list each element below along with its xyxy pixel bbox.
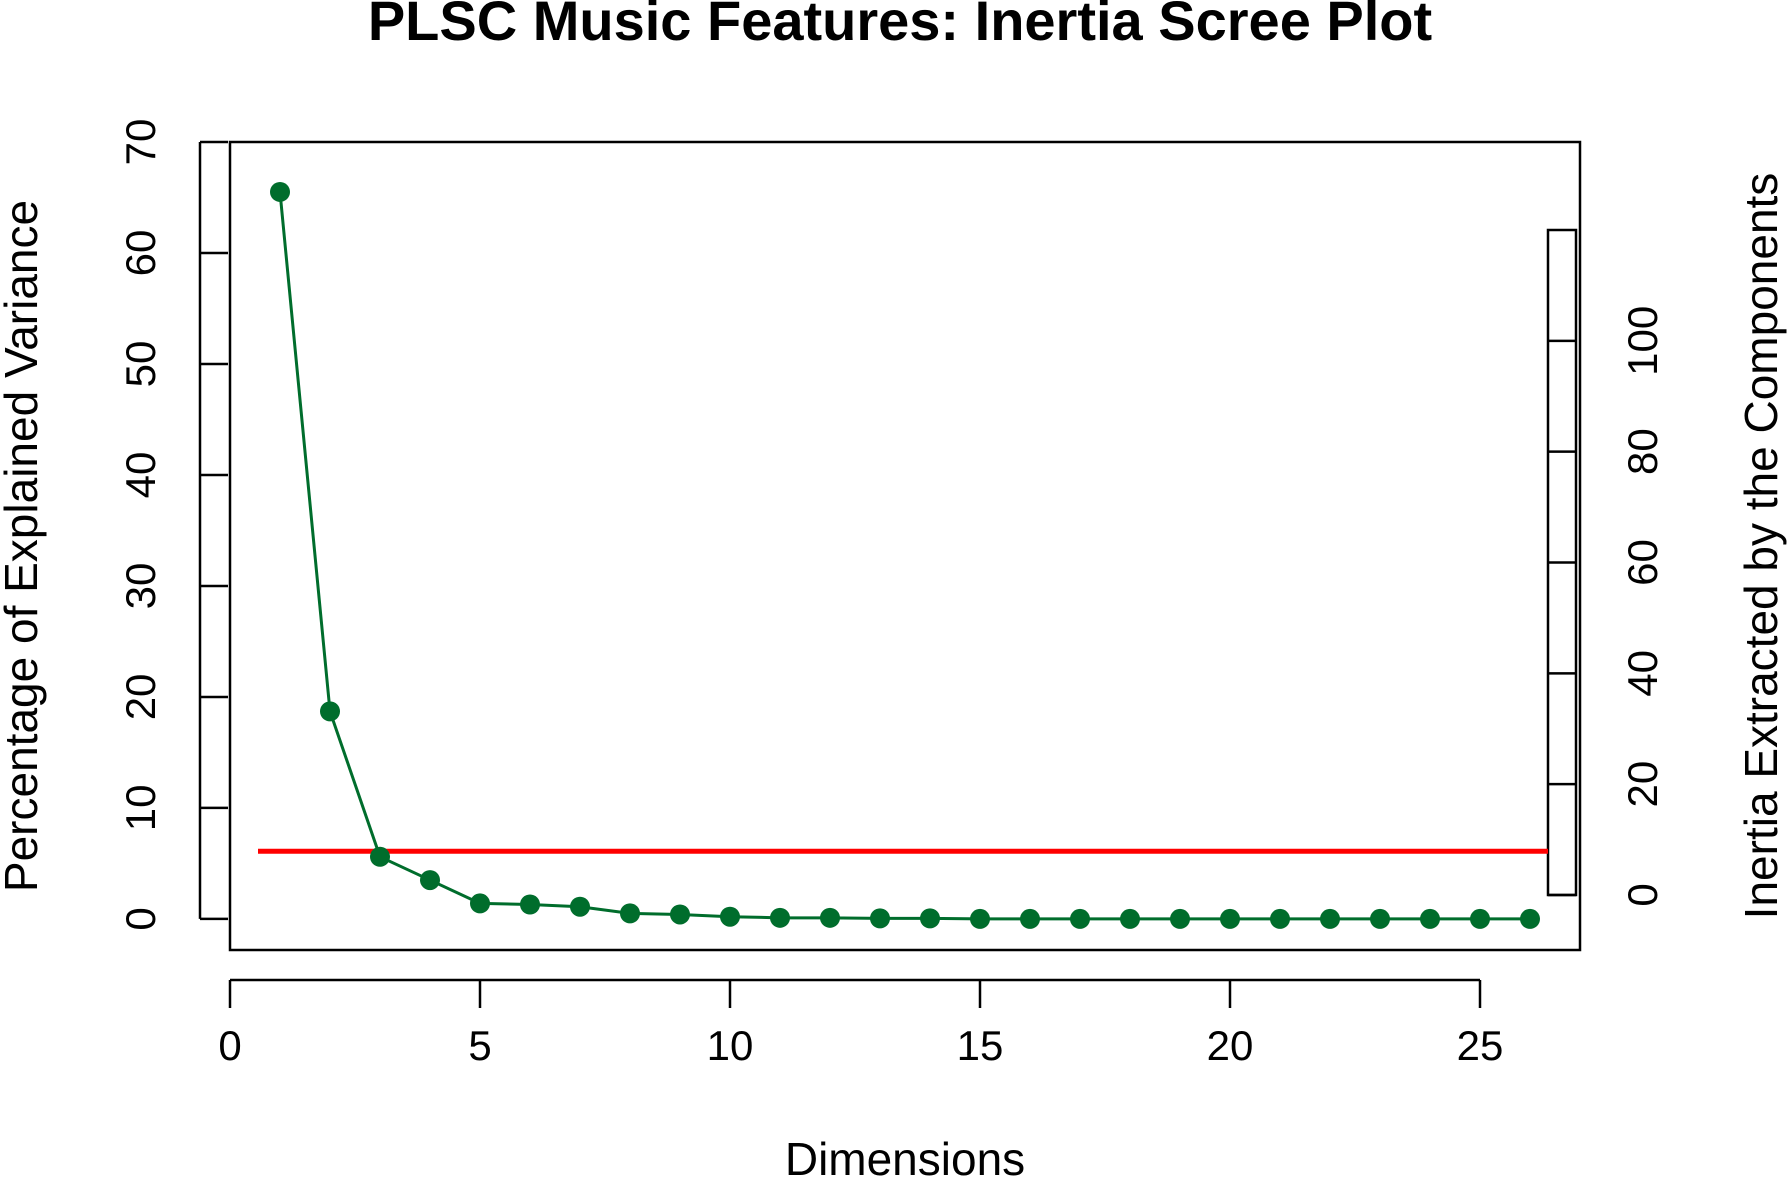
data-point [970,908,990,929]
y-tick-label: 60 [117,230,164,277]
data-point [920,908,940,929]
x-tick-label: 20 [1207,1022,1254,1069]
y-tick-label: 30 [117,563,164,610]
data-point [820,907,840,928]
data-point [1020,908,1040,929]
chart-title: PLSC Music Features: Inertia Scree Plot [368,0,1432,52]
data-point [1420,908,1440,929]
x-axis: 0 5 10 15 20 25 [218,978,1504,1069]
y2-tick-label: 20 [1619,761,1666,808]
data-point [1270,908,1290,929]
data-point [720,906,740,927]
y-tick-label: 20 [117,674,164,721]
secondary-y-axis: 0 20 40 60 80 100 [1546,228,1666,907]
data-point [1520,908,1540,929]
data-point [620,903,640,924]
x-tick-label: 15 [957,1022,1004,1069]
data-point [320,701,340,722]
y2-tick-label: 80 [1619,428,1666,475]
y-tick-label: 0 [117,907,164,930]
data-point [1470,908,1490,929]
y-axis-label: Percentage of Explained Variance [0,200,47,892]
x-tick-label: 5 [468,1022,491,1069]
x-axis-label: Dimensions [785,1133,1025,1179]
y-tick-label: 50 [117,341,164,388]
x-tick-label: 0 [218,1022,241,1069]
data-point [370,846,390,867]
data-point [570,896,590,917]
data-point [1170,908,1190,929]
data-point [420,870,440,891]
data-point [520,894,540,915]
series-points [270,181,1540,929]
data-point [670,904,690,925]
data-point [1070,908,1090,929]
data-point [470,893,490,914]
y2-tick-label: 60 [1619,539,1666,586]
secondary-y-axis-label: Inertia Extracted by the Components [1735,173,1787,920]
y2-tick-label: 100 [1619,306,1666,376]
plot-frame [228,140,1582,952]
y-tick-label: 10 [117,785,164,832]
y2-tick-label: 0 [1619,883,1666,906]
data-point [1120,908,1140,929]
y-tick-label: 40 [117,452,164,499]
x-tick-label: 10 [707,1022,754,1069]
y-axis: 0 10 20 30 40 50 60 70 [117,119,228,931]
data-point [870,908,890,929]
data-point [1320,908,1340,929]
data-point [770,907,790,928]
y2-tick-label: 40 [1619,650,1666,697]
data-point [1220,908,1240,929]
data-point [270,181,290,202]
series-line [278,191,1530,921]
y-tick-label: 70 [117,119,164,166]
data-point [1370,908,1390,929]
x-tick-label: 25 [1457,1022,1504,1069]
